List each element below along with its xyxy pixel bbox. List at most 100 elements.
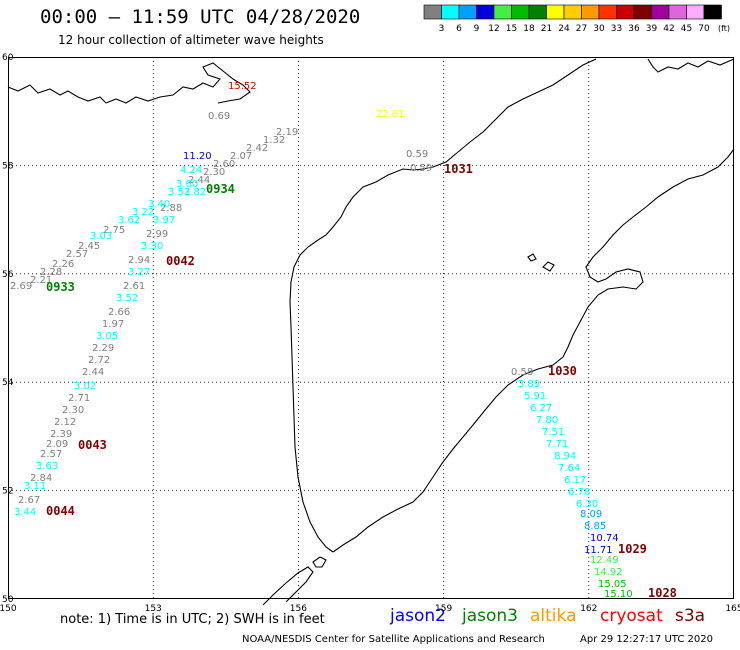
colorbar-swatch: [458, 4, 477, 20]
latitude-label: 54: [2, 378, 14, 388]
colorbar-tick-label: 30: [593, 24, 605, 34]
map-frame: [8, 57, 734, 599]
colorbar-swatch: [581, 4, 600, 20]
colorbar-swatch: [511, 4, 530, 20]
pass-time-label: 1031: [444, 162, 473, 176]
wave-height-value: 2.57: [66, 249, 88, 260]
colorbar-tick-label: 15: [506, 24, 517, 34]
colorbar-swatch: [441, 4, 460, 20]
wave-height-value: 15.05: [598, 579, 627, 590]
longitude-labels: 150 153 156 159 162 165: [0, 604, 740, 614]
latitude-labels: 60 58 56 54 52 50: [2, 53, 14, 605]
pass-time-label: 1029: [618, 542, 647, 556]
wave-height-value: 5.91: [524, 391, 546, 402]
wave-height-value: 2.44: [82, 367, 104, 378]
longitude-label: 153: [145, 604, 162, 614]
wave-height-value: 1.32: [263, 135, 285, 146]
pass-time-label: 0042: [166, 254, 195, 268]
wave-height-value: 3.22: [132, 207, 154, 218]
wave-height-value: 2.39: [50, 429, 72, 440]
wave-height-value: 2.71: [68, 393, 90, 404]
wave-height-colorbar: 3 6 9 12 15 18 21 24 27 30 33 36 39 42 45 70 (ft): [423, 4, 730, 34]
wave-height-value: 2.09: [46, 439, 68, 450]
colorbar-swatch: [528, 4, 547, 20]
magadan-coast: [7, 62, 251, 104]
kamchatka-east-coast: [332, 148, 735, 553]
colorbar-tick-label: 3: [439, 24, 445, 34]
wave-height-value: 0.69: [208, 111, 230, 122]
wave-height-value: 2.19: [276, 127, 298, 138]
small-island-east: [527, 253, 537, 262]
wave-height-value: 10.74: [590, 533, 619, 544]
pass-time-label: 0044: [46, 504, 75, 518]
wave-height-value: 2.07: [230, 151, 252, 162]
latitude-label: 56: [2, 270, 14, 280]
wave-height-value: 3.52: [168, 187, 190, 198]
wave-height-value: 6.30: [576, 499, 598, 510]
colorbar-tick-label: 70: [698, 24, 710, 34]
wave-height-value: 4.24: [180, 165, 202, 176]
longitude-label: 165: [725, 604, 740, 614]
colorbar-swatch: [633, 4, 652, 20]
wave-height-value: 2.21: [30, 275, 52, 286]
colorbar-swatch: [598, 4, 617, 20]
wave-height-value: 11.20: [183, 151, 212, 162]
pass-time-label: 0933: [46, 280, 75, 294]
colorbar-swatch: [686, 4, 705, 20]
colorbar-tick-label: 9: [474, 24, 480, 34]
colorbar-swatch: [668, 4, 687, 20]
colorbar-tick-label: 39: [646, 24, 658, 34]
wave-height-value: 2.30: [62, 405, 84, 416]
wave-height-value: 3.89: [518, 379, 540, 390]
legend-jason3: jason3: [462, 606, 518, 626]
wave-height-value: 3.27: [128, 267, 150, 278]
footer-note: note: 1) Time is in UTC; 2) SWH is in fe…: [60, 612, 325, 627]
page-title: 00:00 – 11:59 UTC 04/28/2020: [40, 6, 361, 28]
legend-cryosat: cryosat: [600, 606, 663, 626]
colorbar-tick-label: 21: [541, 24, 552, 34]
wave-height-value: 2.84: [30, 473, 52, 484]
wave-height-value: 2.29: [92, 343, 114, 354]
wave-height-value: 2.60: [213, 159, 235, 170]
longitude-label: 159: [435, 604, 452, 614]
wave-height-value: 3.03: [90, 231, 112, 242]
wave-height-value: 1.97: [102, 319, 124, 330]
colorbar-tick-label: 6: [456, 24, 462, 34]
wave-height-value: 2.67: [18, 495, 40, 506]
colorbar-swatch: [546, 4, 565, 20]
wave-height-value: 3.63: [36, 461, 58, 472]
wave-height-value: 3.82: [184, 187, 206, 198]
wave-height-value: 2.57: [40, 449, 62, 460]
latitude-label: 52: [2, 487, 13, 497]
paramushir-island: [262, 566, 314, 606]
wave-height-value: 2.61: [123, 281, 145, 292]
colorbar-unit: (ft): [718, 24, 730, 33]
wave-height-value: 8.94: [554, 451, 576, 462]
karaginsky-island: [542, 261, 555, 272]
wave-height-value: 0.59: [406, 149, 428, 160]
wave-height-labels: 15.520.69 22.612.191.322.422.072.602.3011…: [10, 81, 633, 600]
wave-height-value: 2.42: [246, 143, 268, 154]
pass-time-label: 1028: [648, 586, 677, 600]
legend-s3a: s3a: [675, 606, 706, 626]
wave-height-value: 2.30: [203, 167, 225, 178]
coastline: [7, 58, 735, 606]
pass-time-labels: 0934 0042 0933 0043 0044 1031 1030 1029 1028: [46, 162, 677, 600]
colorbar-swatch: [476, 4, 495, 20]
generation-timestamp: Apr 29 12:27:17 UTC 2020: [580, 634, 713, 645]
credit-line: NOAA/NESDIS Center for Satellite Applica…: [242, 634, 545, 645]
wave-height-map: 60 58 56 54 52 50 150 153 156 159 162 165 15.52 0.6…: [0, 53, 740, 614]
latitude-label: 60: [2, 53, 14, 63]
wave-height-value: 3.62: [118, 215, 140, 226]
pass-time-label: 1030: [548, 364, 577, 378]
longitude-label: 162: [580, 604, 597, 614]
wave-height-value: 11.71: [584, 545, 613, 556]
wave-height-value: 3.44: [14, 507, 36, 518]
legend-altika: altika: [530, 606, 577, 626]
wave-height-value: 8.09: [580, 509, 602, 520]
wave-height-value: 0.58: [511, 367, 533, 378]
colorbar-tick-label: 33: [611, 24, 622, 34]
colorbar-tick-label: 36: [628, 24, 640, 34]
wave-height-value: 7.51: [542, 427, 564, 438]
shumshu-island: [312, 556, 327, 568]
